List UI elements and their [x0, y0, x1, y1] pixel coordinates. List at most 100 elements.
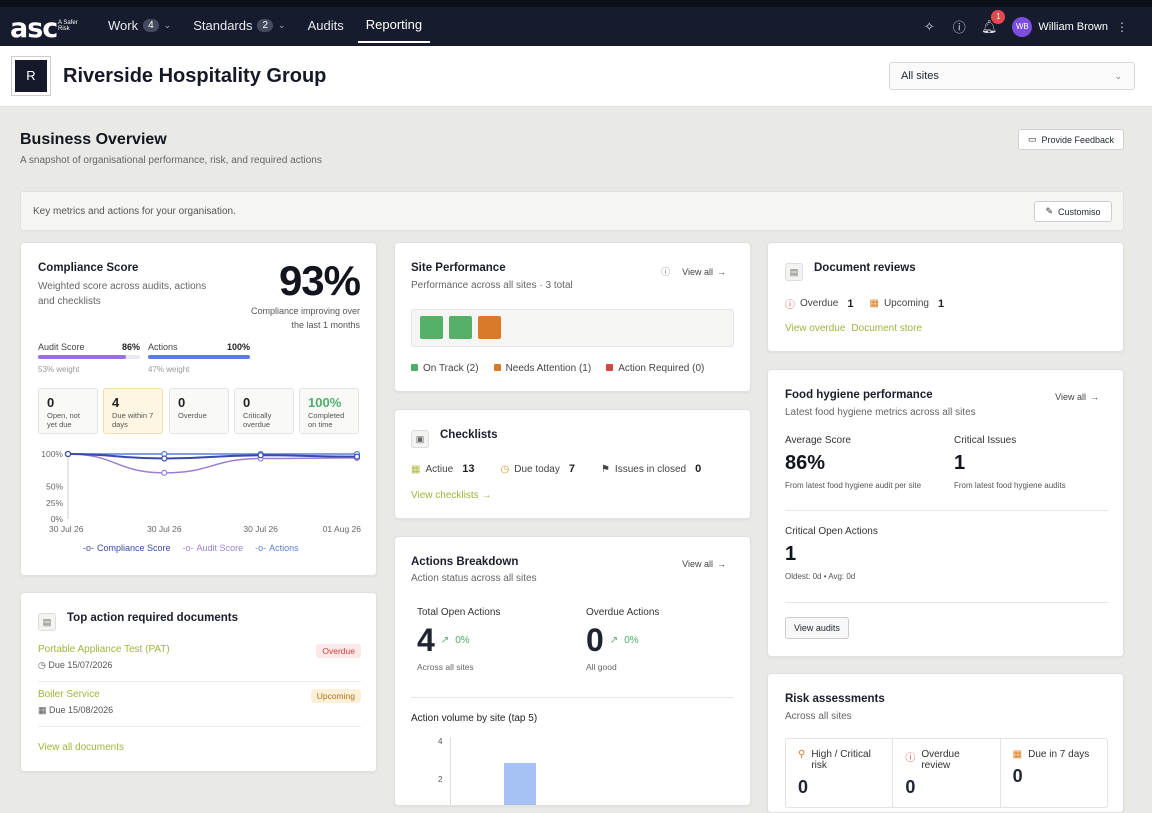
y-tick-label: 25%	[46, 498, 63, 508]
data-point[interactable]	[257, 452, 264, 459]
risk-label: High / Critical risk	[811, 749, 871, 771]
risk-high[interactable]: ⚲ High / Critical risk 0	[786, 739, 894, 807]
doc-name[interactable]: Portable Appliance Test (PAT)	[38, 644, 170, 655]
calendar-icon: ▦	[38, 705, 47, 715]
risk-value: 0	[798, 777, 809, 797]
clock-icon: ◷	[500, 463, 510, 475]
info-icon: ⓘ	[661, 267, 671, 277]
overdue-label: Overdue Actions	[586, 607, 660, 618]
actions-fill	[148, 355, 250, 359]
page-title: Riverside Hospitality Group	[63, 65, 327, 87]
legend-label: Compliance Score	[97, 543, 171, 553]
audit-score-bar: Audit Score 86% 53% weight	[38, 342, 140, 374]
sparkle-icon[interactable]: ✧	[923, 18, 935, 34]
checklist-issues[interactable]: ⚑ Issues in closed 0	[601, 463, 701, 475]
doc-reviews-title: Document reviews	[814, 262, 916, 274]
app-logo[interactable]: asc	[10, 13, 58, 44]
user-name[interactable]: William Brown	[1038, 20, 1108, 33]
customise-button[interactable]: ✎ Customiso	[1034, 201, 1112, 222]
nav-work[interactable]: Work 4 ⌄	[100, 7, 179, 43]
volume-bar[interactable]	[504, 763, 536, 805]
calendar-check-icon: ▦	[411, 463, 421, 475]
food-view-all[interactable]: View all →	[1055, 392, 1099, 402]
site-perf-view-all[interactable]: ⓘ View all →	[661, 265, 726, 278]
stat-open[interactable]: 0 Open, not yet due	[38, 388, 98, 434]
risk-overdue[interactable]: ⓘ Overdue review 0	[893, 739, 1001, 807]
avg-label: Average Score	[785, 435, 851, 446]
site-square-on-track[interactable]	[449, 316, 472, 339]
stat-critical[interactable]: 0 Critically overdue	[234, 388, 294, 434]
provide-feedback-button[interactable]: ▭ Provide Feedback	[1018, 129, 1124, 150]
overdue-value: 1	[847, 297, 854, 310]
risk-due[interactable]: ▦ Due in 7 days 0	[1001, 739, 1107, 807]
metrics-text: Key metrics and actions for your organis…	[33, 206, 236, 217]
data-point[interactable]	[64, 450, 72, 458]
site-square-on-track[interactable]	[420, 316, 443, 339]
stat-overdue[interactable]: 0 Overdue	[169, 388, 229, 434]
view-audits-button[interactable]: View audits	[785, 617, 849, 639]
document-icon: ▤	[785, 263, 803, 281]
help-icon[interactable]: ⓘ	[952, 20, 966, 35]
overdue-value: 0	[586, 622, 604, 658]
alert-icon: ⚲	[798, 749, 806, 760]
y-axis	[450, 737, 451, 805]
data-point[interactable]	[353, 453, 361, 460]
nav-audits[interactable]: Audits	[300, 7, 352, 43]
stat-label: Open, not yet due	[47, 411, 80, 429]
actions-view-all[interactable]: View all →	[682, 559, 726, 569]
doc-review-stats: ⓘ Overdue 1 ▦ Upcoming 1	[785, 296, 944, 312]
open-label: Critical Open Actions	[785, 526, 878, 537]
actions-breakdown-subtitle: Action status across all sites	[411, 573, 537, 584]
doc-overdue[interactable]: ⓘ Overdue 1	[785, 296, 854, 312]
nav-reporting[interactable]: Reporting	[357, 7, 431, 43]
more-vertical-icon[interactable]: ⋮	[1116, 19, 1128, 34]
view-checklists-link[interactable]: View checklists →	[411, 490, 492, 501]
legend-compliance[interactable]: -o- Compliance Score	[83, 543, 171, 553]
site-perf-title: Site Performance	[411, 262, 506, 274]
risk-assessments-card: Risk assessments Across all sites ⚲ High …	[767, 673, 1124, 813]
legend-audit[interactable]: -o- Audit Score	[183, 543, 244, 553]
clock-icon: ◷	[38, 660, 46, 670]
view-all-documents-link[interactable]: View all documents	[38, 742, 124, 753]
data-point[interactable]	[161, 455, 168, 462]
site-square-needs-attention[interactable]	[478, 316, 501, 339]
doc-upcoming[interactable]: ▦ Upcoming 1	[869, 296, 944, 311]
compliance-subtitle: Weighted score across audits, actions an…	[38, 281, 207, 307]
checklist-due-today[interactable]: ◷ Due today 7	[501, 463, 575, 475]
risk-label: Overdue review	[921, 749, 960, 771]
feedback-label: Provide Feedback	[1041, 134, 1115, 145]
legend-actions[interactable]: -o- Actions	[255, 543, 299, 553]
checklist-active[interactable]: ▦ Actiue 13	[411, 463, 475, 475]
list-item[interactable]: Boiler Service ▦ Due 15/08/2026 Upcoming	[38, 689, 361, 727]
nav-standards[interactable]: Standards 2 ⌄	[185, 7, 293, 43]
x-tick-label: 30 Jul 26	[147, 524, 182, 534]
checklists-card: ▣ Checklists ▦ Actiue 13 ◷ Due today 7 ⚑ Issu…	[394, 409, 751, 519]
total-sub: Across all sites	[417, 662, 474, 672]
clipboard-icon: ▣	[411, 430, 429, 448]
list-item[interactable]: Portable Appliance Test (PAT) ◷ Due 15/0…	[38, 644, 361, 682]
nav-work-badge: 4	[143, 18, 159, 32]
actions-weight: 47% weight	[148, 365, 190, 374]
bell-icon[interactable]: 🔔︎ 1	[974, 9, 1006, 35]
y-tick-label: 50%	[46, 482, 63, 492]
alert-icon: ⓘ	[905, 753, 916, 764]
risk-stats: ⚲ High / Critical risk 0 ⓘ Overdue review 0 …	[785, 738, 1108, 808]
site-select-value: All sites	[901, 70, 939, 82]
avg-sub: From latest food hygiene audit per site	[785, 481, 922, 490]
site-select[interactable]: All sites ⌄	[889, 62, 1135, 90]
active-value: 13	[462, 463, 475, 475]
issues-label: Issues in closed	[614, 463, 687, 475]
doc-name[interactable]: Boiler Service	[38, 689, 100, 700]
data-point[interactable]	[161, 469, 168, 476]
legend-label: Action Required (0)	[618, 363, 705, 374]
series-line-compliance-score	[67, 453, 358, 460]
stat-due[interactable]: 4 Due within 7 days	[103, 388, 163, 434]
legend-label: On Track (2)	[423, 363, 479, 374]
document-store-link[interactable]: Document store	[851, 323, 923, 334]
avatar[interactable]: WB	[1012, 16, 1033, 37]
audit-score-fill	[38, 355, 126, 359]
legend-on-track: On Track (2)	[411, 363, 479, 374]
total-label: Total Open Actions	[417, 607, 501, 618]
view-overdue-link[interactable]: View overdue	[785, 323, 846, 334]
stat-completed[interactable]: 100% Completed on time	[299, 388, 359, 434]
